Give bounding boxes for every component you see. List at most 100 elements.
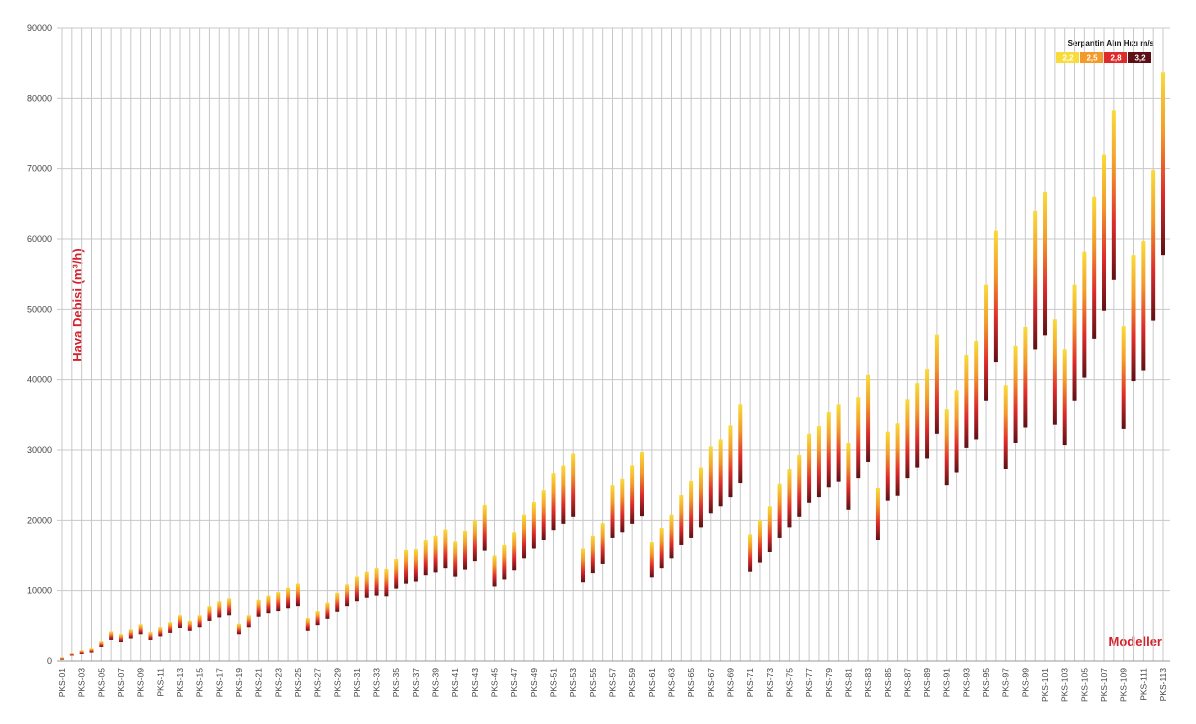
x-tick-label: PKS-67 — [706, 668, 716, 698]
range-bar — [797, 454, 802, 517]
x-tick-label: PKS-47 — [509, 668, 519, 698]
x-tick-label: PKS-111 — [1138, 668, 1148, 701]
range-bar — [698, 467, 703, 528]
legend-swatch — [1128, 52, 1151, 63]
x-tick-label: PKS-53 — [568, 668, 578, 698]
x-tick-label: PKS-55 — [588, 668, 598, 698]
x-tick-label: PKS-103 — [1060, 668, 1070, 702]
x-tick-label: PKS-95 — [981, 668, 991, 698]
x-tick-label: PKS-69 — [725, 668, 735, 698]
range-bar — [561, 465, 566, 524]
legend-title: Serpantin Alın Hızı m/s — [1068, 39, 1155, 48]
y-tick-label: 20000 — [27, 515, 52, 525]
legend-label: 2,2 — [1062, 54, 1074, 63]
x-tick-label: PKS-37 — [411, 668, 421, 698]
range-bar — [954, 390, 959, 473]
x-tick-label: PKS-01 — [57, 668, 67, 698]
range-bar — [925, 369, 930, 459]
y-tick-label: 50000 — [27, 304, 52, 314]
range-bar — [531, 502, 536, 549]
range-bar — [443, 529, 448, 569]
range-bar — [807, 433, 812, 503]
range-bar — [423, 540, 428, 576]
x-tick-label: PKS-39 — [431, 668, 441, 698]
range-bar — [207, 606, 212, 621]
y-tick-label: 80000 — [27, 93, 52, 103]
range-bar — [89, 648, 94, 653]
range-bar — [866, 374, 871, 462]
range-bar — [1161, 72, 1165, 256]
x-tick-label: PKS-31 — [352, 668, 362, 698]
range-bar — [659, 528, 664, 569]
range-bar — [394, 559, 399, 589]
range-bar — [345, 584, 350, 607]
range-bar — [118, 634, 123, 643]
range-bar — [246, 615, 251, 628]
range-bar — [718, 439, 723, 507]
range-bar — [1131, 255, 1136, 382]
range-bar — [1102, 154, 1107, 311]
range-bar — [305, 618, 310, 631]
range-bar — [1111, 110, 1116, 280]
range-bar — [748, 534, 753, 572]
x-tick-label: PKS-57 — [608, 668, 618, 698]
range-bar — [915, 383, 920, 468]
x-tick-label: PKS-51 — [549, 668, 559, 698]
x-tick-label: PKS-25 — [293, 668, 303, 698]
x-tick-label: PKS-107 — [1099, 668, 1109, 702]
x-tick-label: PKS-11 — [155, 668, 165, 697]
legend-label: 3,2 — [1134, 54, 1146, 63]
range-bar — [404, 549, 409, 584]
x-tick-label: PKS-93 — [961, 668, 971, 698]
range-bar — [433, 535, 438, 573]
x-tick-label: PKS-97 — [1001, 668, 1011, 698]
range-bar — [974, 340, 979, 440]
range-bar — [197, 615, 202, 628]
range-bar — [158, 627, 163, 637]
x-tick-label: PKS-77 — [804, 668, 814, 698]
range-bar — [109, 631, 114, 640]
range-bar — [895, 423, 900, 496]
range-bar — [679, 495, 684, 545]
x-tick-label: PKS-41 — [450, 668, 460, 698]
x-tick-label: PKS-21 — [254, 668, 264, 698]
range-bar — [492, 555, 497, 587]
range-bar — [757, 520, 762, 563]
range-bar — [993, 230, 998, 363]
range-bar — [875, 487, 880, 541]
x-tick-label: PKS-109 — [1119, 668, 1129, 702]
x-tick-label: PKS-75 — [784, 668, 794, 698]
x-tick-label: PKS-85 — [883, 668, 893, 698]
x-tick-label: PKS-09 — [136, 668, 146, 698]
range-bar — [1003, 385, 1008, 469]
range-bar — [581, 548, 586, 583]
x-tick-label: PKS-17 — [214, 668, 224, 698]
range-bar — [590, 535, 595, 574]
range-bar — [128, 629, 133, 639]
range-bar — [354, 576, 359, 602]
range-bar — [964, 355, 969, 448]
range-bar — [1062, 349, 1067, 446]
range-bar — [266, 595, 271, 614]
legend-swatch — [1080, 52, 1103, 63]
range-bar — [512, 532, 517, 571]
y-tick-label: 30000 — [27, 445, 52, 455]
range-bar — [256, 599, 261, 617]
legend-label: 2,5 — [1086, 54, 1098, 63]
x-tick-label: PKS-07 — [116, 668, 126, 698]
range-bar — [374, 568, 379, 596]
range-bar — [168, 622, 173, 633]
range-bar — [413, 549, 418, 582]
x-tick-label: PKS-113 — [1158, 668, 1168, 702]
x-tick-label: PKS-35 — [391, 668, 401, 698]
range-bar — [846, 442, 851, 510]
range-bar — [286, 587, 291, 609]
x-tick-label: PKS-61 — [647, 668, 657, 698]
x-tick-label: PKS-19 — [234, 668, 244, 698]
range-bar — [1052, 319, 1057, 425]
range-bar — [541, 490, 546, 541]
range-bar — [453, 541, 458, 577]
range-bar — [620, 478, 625, 533]
range-bar — [236, 623, 241, 635]
range-bar — [944, 409, 949, 486]
